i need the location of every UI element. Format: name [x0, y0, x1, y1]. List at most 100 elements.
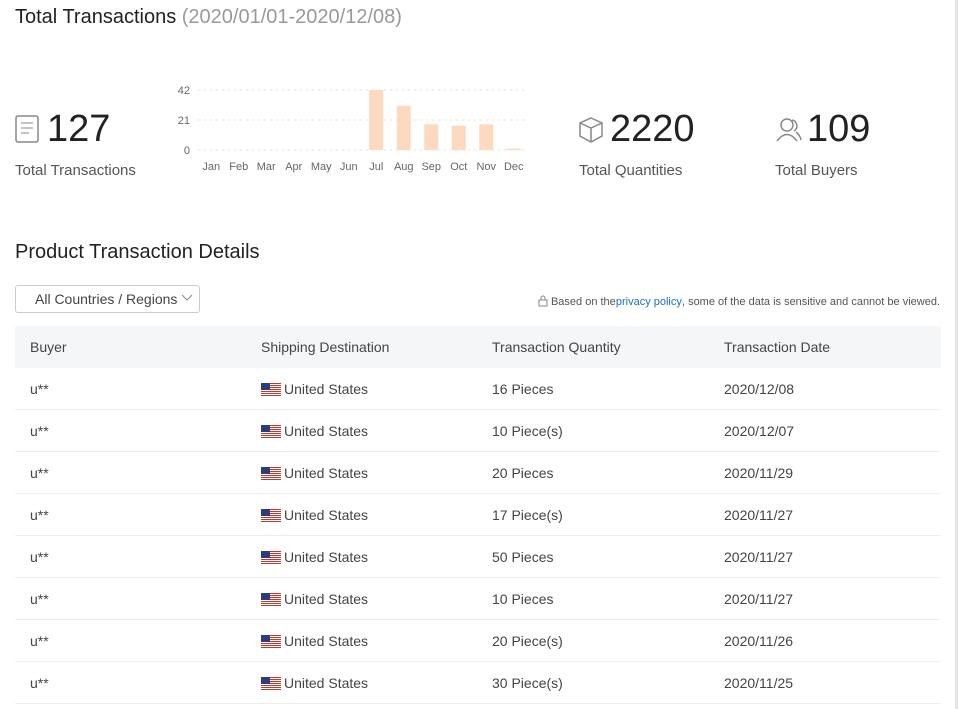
us-flag [261, 467, 281, 480]
cell-text: 20 Piece(s) [492, 633, 563, 649]
x-tick-label: Oct [450, 161, 467, 173]
table-cell: 2020/11/27 [724, 536, 793, 578]
filter-label: All Countries / Regions [35, 291, 178, 307]
bar [396, 105, 411, 150]
table-row: u** United States 10 Piece(s) 2020/12/07 [15, 410, 941, 452]
cell-text: United States [284, 381, 369, 397]
bar [451, 125, 466, 150]
table-cell: 10 Piece(s) [492, 410, 563, 452]
transactions-table: Buyer Shipping Destination Transaction Qua… [15, 326, 941, 704]
cell-text: 2020/11/27 [724, 591, 794, 607]
stat-label: Total Buyers [775, 162, 858, 179]
stat-value: 127 [47, 108, 111, 150]
cell-text: United States [284, 423, 369, 439]
cell-text: 2020/11/26 [724, 633, 794, 649]
bar [479, 124, 494, 150]
cell-text: u** [30, 633, 49, 649]
table-cell: u** [30, 368, 49, 410]
table-cell: 2020/11/27 [724, 578, 793, 620]
dropdown-arrow [181, 294, 193, 301]
table-cell: 20 Pieces [492, 452, 553, 494]
x-tick-label: Mar [257, 161, 276, 173]
table-cell: 17 Piece(s) [492, 494, 563, 536]
cell-text: 2020/12/07 [724, 423, 795, 439]
table-cell: u** [30, 452, 49, 494]
table-cell: 50 Pieces [492, 536, 553, 578]
lock-icon [538, 295, 548, 307]
table-cell: u** [30, 620, 49, 662]
cell-text: u** [30, 549, 49, 565]
column-header: Shipping Destination [261, 339, 390, 355]
table-cell: United States [261, 620, 368, 662]
table-cell: United States [261, 368, 368, 410]
column-header: Transaction Quantity [492, 339, 621, 355]
table-row: u** United States 16 Pieces 2020/12/08 [15, 368, 941, 410]
privacy-notice: Based on the privacy policy , some of th… [538, 295, 940, 308]
cell-text: u** [30, 465, 49, 481]
region-filter[interactable]: All Countries / Regions [15, 285, 200, 313]
cell-text: 2020/11/27 [724, 549, 794, 565]
x-tick-label: Jun [340, 161, 358, 173]
table-row: u** United States 17 Piece(s) 2020/11/27 [15, 494, 941, 536]
mini-chart: 0 21 42 Jan Feb Mar Apr May Jun Jul Aug Sep Oct Nov De… [178, 85, 528, 173]
stat-value: 109 [807, 108, 871, 150]
x-tick-label: Jul [369, 161, 383, 173]
table-cell: 16 Pieces [492, 368, 553, 410]
us-flag [261, 509, 281, 522]
table-cell: 2020/11/25 [724, 662, 793, 704]
section-title: Product Transaction Details [15, 241, 260, 263]
table-cell: 20 Piece(s) [492, 620, 563, 662]
cell-text: u** [30, 591, 49, 607]
bar [369, 90, 384, 150]
cell-text: 17 Piece(s) [492, 507, 563, 523]
page-title: Total Transactions [15, 6, 177, 28]
cell-text: 2020/11/27 [724, 507, 794, 523]
table-cell: 2020/12/08 [724, 368, 794, 410]
table-cell: United States [261, 494, 368, 536]
table-cell: United States [261, 662, 368, 704]
notice-text: Based on the [550, 296, 616, 308]
privacy-link[interactable]: privacy policy [615, 296, 682, 308]
x-tick-label: Nov [476, 161, 496, 173]
box-icon [579, 117, 603, 143]
table-row: u** United States 30 Piece(s) 2020/11/25 [15, 662, 941, 704]
us-flag [261, 383, 281, 396]
cell-text: United States [284, 675, 369, 691]
us-flag [261, 593, 281, 606]
us-flag [261, 551, 281, 564]
table-cell: u** [30, 410, 49, 452]
x-tick-label: Apr [285, 161, 302, 173]
x-tick-label: Jan [202, 161, 220, 173]
scrollbar [955, 0, 958, 709]
cell-text: u** [30, 507, 49, 523]
stat-label: Total Transactions [15, 162, 136, 179]
cell-text: 10 Piece(s) [492, 423, 563, 439]
y-tick-label: 42 [178, 85, 190, 97]
header: Total Transactions (2020/01/01-2020/12/0… [15, 6, 402, 29]
table-cell: 10 Pieces [492, 578, 553, 620]
table-row: u** United States 50 Pieces 2020/11/27 [15, 536, 941, 578]
cell-text: u** [30, 675, 49, 691]
table-cell: 2020/11/26 [724, 620, 793, 662]
x-tick-label: May [311, 161, 332, 173]
table-cell: 2020/11/29 [724, 452, 793, 494]
table-cell: United States [261, 452, 368, 494]
cell-text: United States [284, 591, 369, 607]
column-header: Buyer [30, 339, 67, 355]
x-tick-label: Feb [229, 161, 248, 173]
table-row: u** United States 10 Pieces 2020/11/27 [15, 578, 941, 620]
cell-text: United States [284, 507, 369, 523]
cell-text: 30 Piece(s) [492, 675, 563, 691]
column-header: Transaction Date [724, 339, 831, 355]
x-tick-label: Sep [421, 161, 441, 173]
cell-text: 2020/11/25 [724, 675, 794, 691]
cell-text: u** [30, 381, 49, 397]
stat-value: 2220 [610, 108, 695, 150]
x-tick-label: Aug [394, 161, 414, 173]
notice-text: , some of the data is sensitive and cann… [681, 296, 940, 308]
table-row: u** United States 20 Pieces 2020/11/29 [15, 452, 941, 494]
us-flag [261, 635, 281, 648]
x-tick-label: Dec [504, 161, 524, 173]
table-cell: u** [30, 578, 49, 620]
